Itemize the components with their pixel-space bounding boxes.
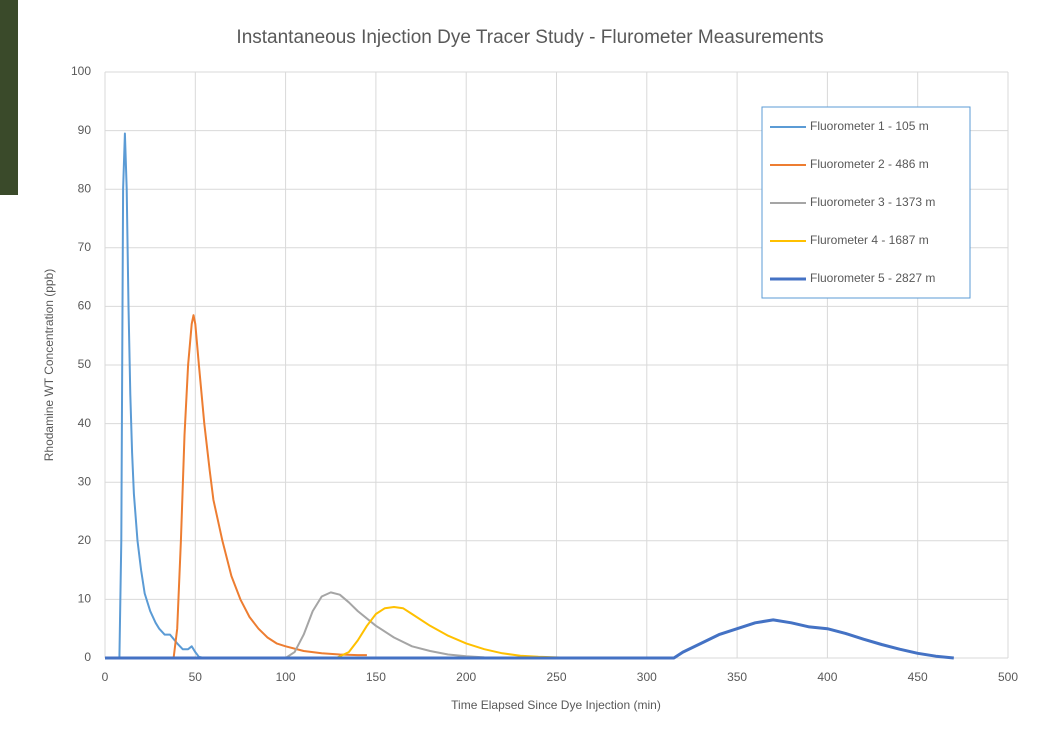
y-tick-label: 40 [78, 416, 92, 430]
x-tick-label: 350 [727, 670, 747, 684]
chart: Instantaneous Injection Dye Tracer Study… [0, 0, 1044, 734]
legend-label: Flurometer 4 - 1687 m [810, 233, 929, 247]
x-tick-label: 0 [102, 670, 109, 684]
x-axis-label: Time Elapsed Since Dye Injection (min) [451, 698, 661, 712]
x-tick-label: 500 [998, 670, 1018, 684]
y-tick-label: 0 [84, 650, 91, 664]
legend-label: Fluorometer 5 - 2827 m [810, 271, 935, 285]
y-axis-label: Rhodamine WT Concentration (ppb) [42, 269, 56, 462]
x-tick-label: 200 [456, 670, 476, 684]
y-tick-label: 100 [71, 64, 91, 78]
series-line [174, 315, 367, 658]
y-tick-label: 80 [78, 181, 92, 195]
y-tick-label: 90 [78, 123, 92, 137]
x-tick-label: 300 [637, 670, 657, 684]
series-line [336, 607, 574, 658]
x-tick-label: 50 [189, 670, 203, 684]
x-tick-label: 150 [366, 670, 386, 684]
series-line [286, 592, 503, 658]
y-tick-label: 10 [78, 592, 92, 606]
series-line [119, 134, 204, 659]
chart-title: Instantaneous Injection Dye Tracer Study… [236, 27, 823, 48]
y-tick-label: 60 [78, 299, 92, 313]
y-tick-label: 50 [78, 357, 92, 371]
x-tick-label: 250 [546, 670, 566, 684]
legend-label: Fluorometer 3 - 1373 m [810, 195, 935, 209]
x-tick-label: 450 [908, 670, 928, 684]
x-tick-label: 400 [817, 670, 837, 684]
x-tick-label: 100 [276, 670, 296, 684]
y-tick-label: 70 [78, 240, 92, 254]
background-photo-strip [0, 0, 18, 195]
y-tick-label: 30 [78, 474, 92, 488]
series-line [105, 620, 954, 658]
legend-label: Fluorometer 1 - 105 m [810, 119, 929, 133]
legend-label: Fluorometer 2 - 486 m [810, 157, 929, 171]
y-tick-label: 20 [78, 533, 92, 547]
